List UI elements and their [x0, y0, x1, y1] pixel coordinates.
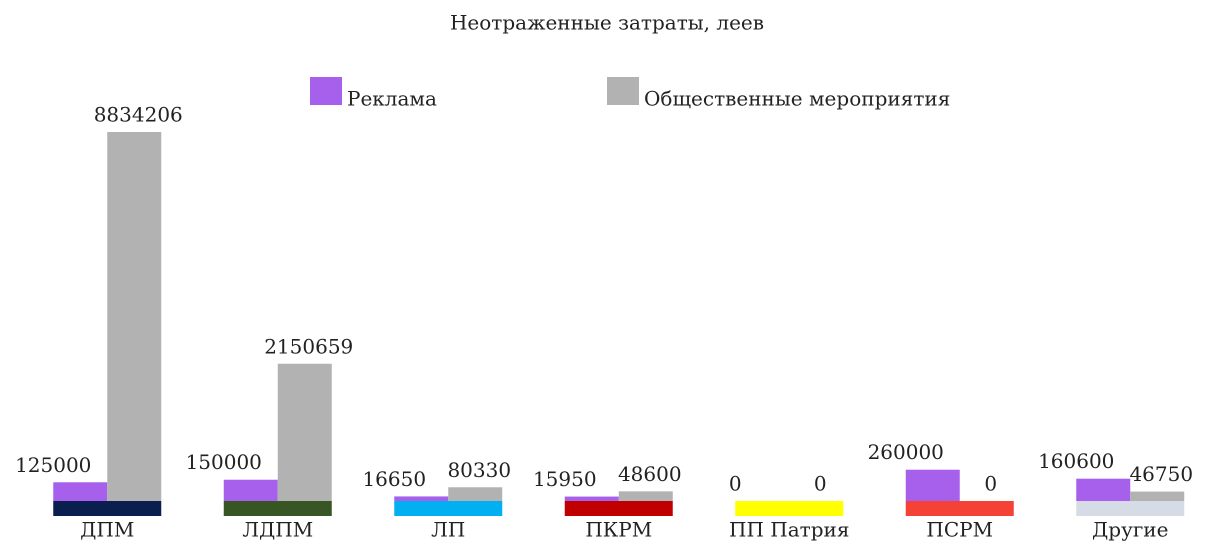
bar [53, 482, 108, 501]
x-tick-label: Другие [1092, 518, 1168, 542]
value-label: 15950 [533, 467, 597, 491]
bar [448, 487, 503, 501]
bar [394, 496, 449, 501]
value-label: 260000 [868, 440, 944, 464]
value-label: 125000 [15, 453, 91, 477]
category-strip [1076, 501, 1185, 516]
value-label: 0 [814, 472, 827, 496]
value-label: 48600 [618, 462, 682, 486]
legend-label: Реклама [347, 87, 437, 111]
bar [905, 469, 960, 501]
category-strip [223, 501, 332, 516]
category-strip [564, 501, 673, 516]
category-strip [735, 501, 844, 516]
x-tick-label: ДПМ [80, 518, 134, 542]
bar [564, 496, 619, 501]
category-strip [53, 501, 162, 516]
bar [277, 363, 332, 501]
bar [223, 479, 278, 501]
value-label: 2150659 [264, 334, 353, 358]
value-label: 8834206 [94, 103, 183, 127]
value-label: 80330 [447, 458, 511, 482]
value-label: 0 [729, 472, 742, 496]
value-label: 160600 [1038, 449, 1114, 473]
x-tick-label: ЛП [431, 518, 465, 542]
x-tick-label: ПКРМ [585, 518, 652, 542]
bar [1076, 478, 1131, 501]
value-label: 46750 [1129, 462, 1193, 486]
chart-title: Неотраженные затраты, леев [450, 11, 764, 35]
value-label: 16650 [362, 467, 426, 491]
x-tick-label: ЛДПМ [242, 518, 313, 542]
category-strip [905, 501, 1014, 516]
legend-label: Общественные мероприятия [644, 87, 950, 111]
legend-swatch [310, 77, 342, 105]
category-strip [394, 501, 503, 516]
value-label: 0 [984, 472, 997, 496]
bar [618, 491, 673, 501]
value-label: 150000 [186, 450, 262, 474]
x-tick-label: ПП Патрия [729, 518, 849, 542]
bar [1130, 491, 1185, 501]
bar [107, 132, 162, 501]
x-tick-label: ПСРМ [926, 518, 993, 542]
legend-swatch [607, 77, 639, 105]
